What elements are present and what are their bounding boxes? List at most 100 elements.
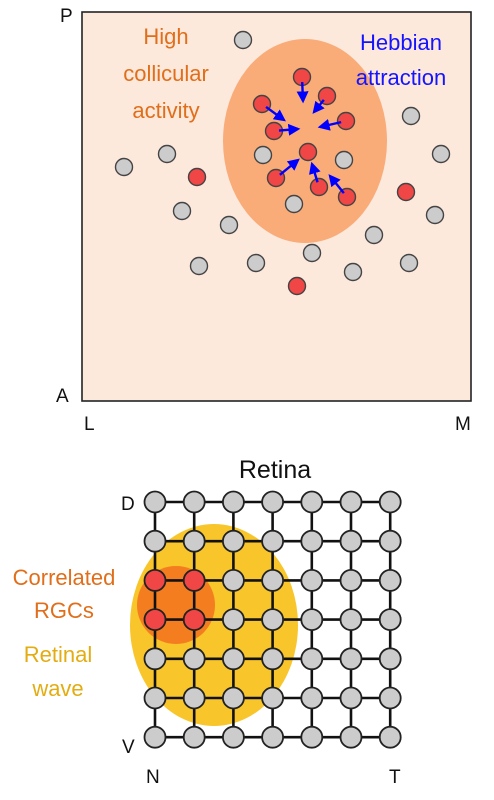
inactive-neuron (334, 150, 354, 170)
rgc-node (221, 529, 245, 553)
retina-title: Retina (239, 456, 311, 484)
high-activity-label-2: collicular (123, 61, 209, 86)
rgc-node (378, 529, 402, 553)
rgc-node (143, 725, 167, 749)
inactive-neuron (431, 144, 451, 164)
hebbian-arrow (296, 81, 309, 104)
rgc-node (182, 647, 206, 671)
hebbian-arrow (317, 118, 342, 131)
rgc-node (300, 608, 324, 631)
inactive-neuron (302, 243, 322, 263)
rgc-node (300, 529, 324, 553)
inactive-neuron (284, 194, 304, 214)
rgc-node (339, 490, 363, 514)
inactive-neuron (246, 253, 266, 273)
rgc-node (378, 608, 402, 631)
rgc-node (182, 490, 206, 514)
rgc-node (182, 529, 206, 553)
active-neuron (287, 276, 307, 296)
axis-label-t: T (389, 767, 401, 788)
rgc-node (221, 647, 245, 671)
high-activity-label-3: activity (132, 98, 199, 123)
inactive-neuron (233, 30, 253, 50)
hebbian-arrow (265, 105, 286, 122)
hebbian-arrow (279, 158, 300, 176)
correlated-rgc (143, 608, 167, 631)
inactive-neuron (401, 106, 421, 126)
rgc-node (221, 490, 245, 514)
inactive-neuron (189, 256, 209, 276)
rgc-node (261, 608, 285, 631)
hebbian-arrow (312, 99, 325, 114)
rgc-node (143, 686, 167, 710)
rgc-node (378, 647, 402, 671)
rgc-node (261, 490, 285, 514)
axis-label-d: D (121, 494, 135, 515)
active-neuron (187, 167, 207, 187)
rgc-node (300, 569, 324, 592)
rgc-node (339, 608, 363, 631)
rgc-node (339, 569, 363, 592)
active-neuron (252, 94, 272, 114)
rgc-node (221, 608, 245, 631)
rgc-node (261, 725, 285, 749)
correlated-rgc (182, 569, 206, 592)
axis-label-p: P (60, 6, 73, 27)
axis-label-v: V (122, 737, 135, 758)
correlated-rgcs-label-2: RGCs (34, 598, 94, 623)
correlated-rgc (182, 608, 206, 631)
inactive-neuron (343, 262, 363, 282)
active-neuron (309, 177, 329, 197)
rgc-node (261, 686, 285, 710)
rgc-node (300, 686, 324, 710)
axis-label-a: A (56, 386, 69, 407)
rgc-node (339, 647, 363, 671)
rgc-node (182, 686, 206, 710)
rgc-node (300, 490, 324, 514)
active-neuron (298, 142, 318, 162)
rgc-node (378, 725, 402, 749)
rgc-node (378, 569, 402, 592)
retina-nodes (143, 490, 402, 749)
axis-label-l: L (84, 414, 95, 435)
hebbian-label-2: attraction (356, 65, 447, 90)
hebbian-arrow (309, 161, 321, 183)
active-neuron (396, 182, 416, 202)
inactive-neuron (253, 145, 273, 165)
rgc-node (221, 725, 245, 749)
rgc-node (339, 686, 363, 710)
inactive-neuron (172, 201, 192, 221)
colliculus-panel: P A L M High collicular activity Hebbian… (56, 6, 472, 435)
hebbian-arrow (278, 123, 301, 136)
rgc-node (300, 647, 324, 671)
correlated-rgcs-label-1: Correlated (13, 565, 116, 590)
rgc-node (300, 725, 324, 749)
rgc-node (261, 647, 285, 671)
retinal-wave-label-1: Retinal (24, 642, 92, 667)
rgc-node (339, 725, 363, 749)
retina-panel: Retina D V N T Correlated RGCs Retinal w… (13, 456, 402, 788)
rgc-node (261, 569, 285, 592)
active-neuron (336, 111, 356, 131)
rgc-node (182, 725, 206, 749)
inactive-neuron (425, 205, 445, 225)
inactive-neuron (364, 225, 384, 245)
rgc-node (143, 529, 167, 553)
axis-label-n: N (146, 767, 160, 788)
rgc-node (221, 686, 245, 710)
rgc-node (378, 686, 402, 710)
colliculus-neurons (114, 30, 451, 296)
inactive-neuron (114, 157, 134, 177)
rgc-node (261, 529, 285, 553)
rgc-node (339, 529, 363, 553)
rgc-node (143, 490, 167, 514)
rgc-node (378, 490, 402, 514)
hebbian-arrows (265, 81, 345, 194)
retinal-wave-label-2: wave (31, 676, 83, 701)
rgc-node (221, 569, 245, 592)
inactive-neuron (157, 144, 177, 164)
high-activity-label-1: High (143, 24, 188, 49)
hebbian-arrow (328, 174, 345, 194)
hebbian-label-1: Hebbian (360, 30, 442, 55)
